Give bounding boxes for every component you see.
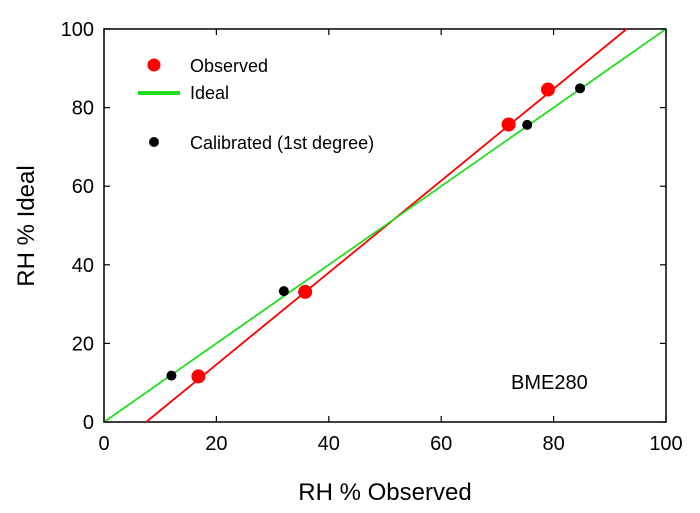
legend-label-calibrated: Calibrated (1st degree) [190,133,374,153]
y-tick-label: 20 [72,333,94,355]
y-tick-label: 100 [61,19,94,41]
legend-marker-observed [147,58,161,72]
calibrated-point [575,83,586,94]
plot-area [103,28,667,423]
x-tick-label: 40 [318,433,340,455]
legend-label-ideal: Ideal [190,83,229,103]
tick-labels-layer: 0 20 40 60 80 100 0 20 40 60 80 100 [61,19,683,455]
x-tick-label: 20 [205,433,227,455]
y-axis-title: RH % Ideal [13,165,40,286]
x-axis-title: RH % Observed [298,479,471,506]
calibrated-point [278,286,289,297]
annotation-sensor: BME280 [511,372,588,394]
line-ideal [103,28,667,423]
legend-marker-calibrated [149,137,159,147]
observed-point [191,369,206,384]
legend: Observed Ideal Calibrated (1st degree) [138,56,374,153]
y-tick-label: 80 [72,98,94,120]
y-tick-label: 0 [83,412,94,434]
calibrated-point [166,370,177,381]
legend-label-observed: Observed [190,56,268,76]
x-tick-label: 60 [430,433,452,455]
ticks-layer [103,28,667,423]
x-tick-label: 100 [649,433,682,455]
y-tick-label: 40 [72,255,94,277]
x-tick-label: 0 [98,433,109,455]
calibrated-point [522,119,533,130]
x-tick-label: 80 [542,433,564,455]
plot-frame [103,28,667,423]
observed-point [298,284,313,299]
observed-point [501,117,516,132]
observed-point [540,82,555,97]
y-tick-label: 60 [72,176,94,198]
points-layer [166,82,586,384]
